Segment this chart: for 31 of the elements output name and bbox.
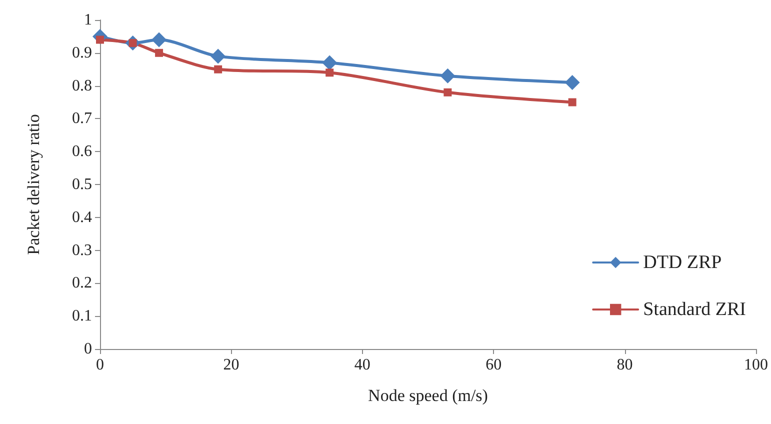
point	[152, 32, 167, 48]
y-tick-label: 0.2	[72, 274, 92, 292]
x-tick-label: 80	[616, 356, 633, 374]
legend-label: DTD ZRP	[643, 252, 722, 273]
x-axis-title: Node speed (m/s)	[368, 386, 488, 405]
y-axis-title: Packet delivery ratio	[24, 114, 43, 255]
point	[568, 98, 576, 106]
y-tick-label: 0.3	[72, 242, 92, 259]
y-tick-label: 0.1	[72, 308, 92, 325]
point	[210, 48, 226, 64]
y-tick-label: 1	[84, 12, 92, 28]
point	[564, 75, 580, 90]
x-tick-label: 60	[486, 356, 502, 374]
point	[444, 88, 452, 96]
x-tick-label: 40	[354, 356, 370, 374]
point	[326, 68, 334, 77]
y-tick-label: 0	[84, 340, 92, 358]
y-tick-label: 0.4	[72, 208, 92, 226]
x-tick-label: 20	[223, 356, 240, 374]
legend-label: Standard ZRI	[643, 299, 746, 320]
point	[214, 65, 222, 74]
y-tick-label: 0.9	[72, 44, 92, 62]
y-tick-label: 0.7	[72, 110, 92, 128]
y-tick-label: 0.8	[72, 77, 92, 94]
point	[440, 68, 456, 84]
x-tick-label: 100	[744, 356, 768, 374]
y-tick-label: 0.5	[72, 176, 92, 193]
y-tick-label: 0.6	[72, 143, 92, 160]
x-tick-label: 0	[96, 356, 104, 374]
point	[322, 55, 338, 70]
point	[155, 48, 164, 57]
